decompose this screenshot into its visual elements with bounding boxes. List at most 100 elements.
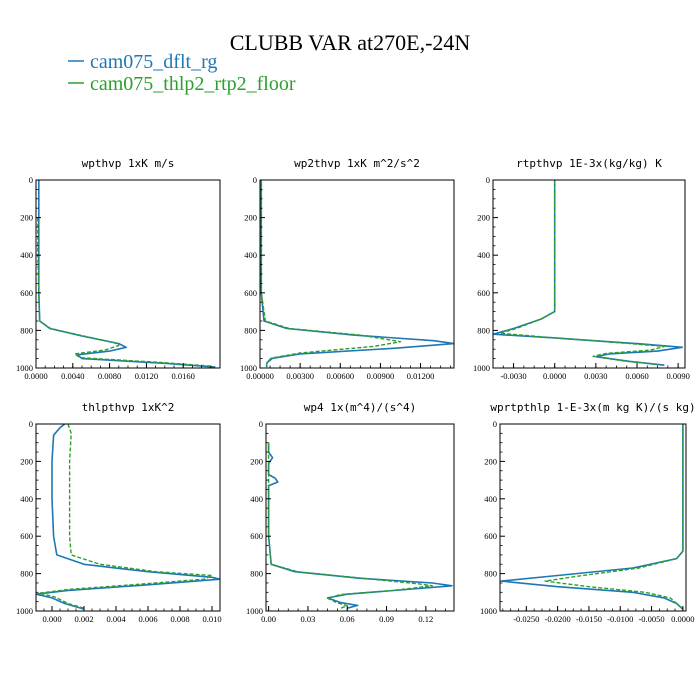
series-group	[493, 180, 684, 366]
x-tick-label: 0.0040	[61, 371, 84, 381]
y-tick-label: 600	[250, 531, 263, 541]
panel-title: wpthvp 1xK m/s	[82, 157, 175, 170]
x-tick-label: 0.00	[261, 614, 276, 624]
y-tick-label: 200	[477, 213, 490, 223]
panel-3: rtpthvp 1E-3x(kg/kg) K 0 200 400 600 800 1000-…	[473, 157, 690, 381]
x-tick-label: 0.000	[42, 614, 61, 624]
y-tick-label: 800	[484, 569, 497, 579]
panel-2: wp2thvp 1xK m^2/s^2020040060080010000.00…	[240, 157, 455, 381]
y-tick-label: 800	[250, 569, 263, 579]
plot-frame	[35, 179, 221, 369]
x-tick-label: -0.0150	[576, 614, 602, 624]
x-tick-label: 0.01200	[407, 371, 435, 381]
x-tick-label: -0.0030	[500, 371, 526, 381]
series-line-dflt	[267, 442, 453, 609]
y-tick-label: 0	[493, 419, 497, 429]
y-tick-label: 400	[484, 494, 497, 504]
panel-title: wp4 1x(m^4)/(s^4)	[304, 401, 417, 414]
y-tick-label: 200	[20, 456, 33, 466]
x-tick-label: -0.0200	[545, 614, 571, 624]
y-tick-label: 400	[477, 250, 490, 260]
y-tick-label: 1000	[480, 606, 497, 616]
legend-label-dflt: cam075_dflt_rg	[90, 51, 217, 73]
x-tick-label: -0.0050	[638, 614, 664, 624]
y-tick-label: 600	[20, 288, 33, 298]
x-tick-label: 0.0000	[543, 371, 566, 381]
y-tick-label: 1000	[473, 363, 490, 373]
series-line-floor	[267, 442, 434, 609]
y-tick-label: 0	[259, 419, 263, 429]
y-tick-label: 1000	[246, 606, 263, 616]
series-line-dflt	[260, 180, 454, 368]
x-tick-label: 0.0000	[24, 371, 47, 381]
x-tick-label: -0.0100	[607, 614, 633, 624]
y-tick-label: 400	[250, 494, 263, 504]
x-tick-label: 0.0000	[671, 614, 694, 624]
y-tick-label: 400	[20, 250, 33, 260]
x-tick-label: 0.002	[74, 614, 93, 624]
series-line-floor	[260, 180, 402, 368]
y-tick-label: 800	[20, 569, 33, 579]
y-tick-label: 1000	[240, 363, 257, 373]
x-tick-label: -0.0250	[513, 614, 539, 624]
x-tick-label: 0.0120	[135, 371, 158, 381]
series-line-dflt	[500, 424, 684, 610]
panel-title: wprtpthlp 1-E-3x(m kg K)/(s kg)	[490, 401, 695, 414]
y-tick-label: 600	[477, 288, 490, 298]
panel-4: thlpthvp 1xK^2 0 200 400 600 800 1000 0.000 0.00…	[16, 401, 222, 624]
y-tick-label: 600	[244, 288, 257, 298]
x-tick-label: 0.00600	[326, 371, 354, 381]
x-tick-label: 0.0090	[666, 371, 689, 381]
series-group	[500, 424, 684, 610]
x-tick-label: 0.008	[170, 614, 189, 624]
y-tick-label: 0	[253, 175, 257, 185]
y-tick-label: 0	[29, 419, 33, 429]
series-group	[260, 180, 454, 368]
x-tick-label: 0.06	[340, 614, 355, 624]
x-tick-label: 0.00300	[286, 371, 314, 381]
x-tick-label: 0.0160	[172, 371, 195, 381]
x-tick-label: 0.00900	[367, 371, 395, 381]
series-line-floor	[37, 217, 211, 367]
x-tick-label: 0.09	[379, 614, 394, 624]
y-tick-label: 800	[20, 325, 33, 335]
y-tick-label: 0	[486, 175, 490, 185]
x-tick-label: 0.0080	[98, 371, 121, 381]
panel-title: rtpthvp 1E-3x(kg/kg) K	[516, 157, 662, 170]
x-tick-label: 0.12	[418, 614, 433, 624]
panel-title: thlpthvp 1xK^2	[82, 401, 175, 414]
series-line-floor	[499, 180, 666, 366]
series-line-dflt	[493, 180, 684, 366]
y-tick-label: 200	[244, 213, 257, 223]
y-tick-label: 400	[244, 250, 257, 260]
legend: cam075_dflt_rg cam075_thlp2_rtp2_floor	[68, 51, 296, 95]
series-line-dflt	[36, 424, 220, 610]
y-tick-label: 200	[484, 456, 497, 466]
series-group	[37, 180, 216, 368]
y-tick-label: 1000	[16, 606, 33, 616]
y-tick-label: 0	[29, 175, 33, 185]
y-tick-label: 600	[484, 531, 497, 541]
series-line-dflt	[37, 180, 216, 368]
y-tick-label: 600	[20, 531, 33, 541]
x-tick-label: 0.0030	[584, 371, 607, 381]
series-group	[267, 442, 453, 609]
plot-frame	[35, 423, 221, 612]
series-group	[36, 424, 220, 610]
figure-title: CLUBB VAR at270E,-24N	[230, 30, 471, 55]
y-tick-label: 200	[250, 456, 263, 466]
x-tick-label: 0.03	[300, 614, 315, 624]
x-tick-label: 0.010	[202, 614, 221, 624]
panel-6: wprtpthlp 1-E-3x(m kg K)/(s kg) 0 200 400 60…	[480, 401, 696, 624]
legend-label-floor: cam075_thlp2_rtp2_floor	[90, 73, 296, 95]
y-tick-label: 800	[244, 325, 257, 335]
panel-title: wp2thvp 1xK m^2/s^2	[294, 157, 420, 170]
x-tick-label: 0.006	[138, 614, 157, 624]
y-tick-label: 1000	[16, 363, 33, 373]
x-tick-label: 0.0060	[625, 371, 648, 381]
x-tick-label: 0.00000	[246, 371, 274, 381]
